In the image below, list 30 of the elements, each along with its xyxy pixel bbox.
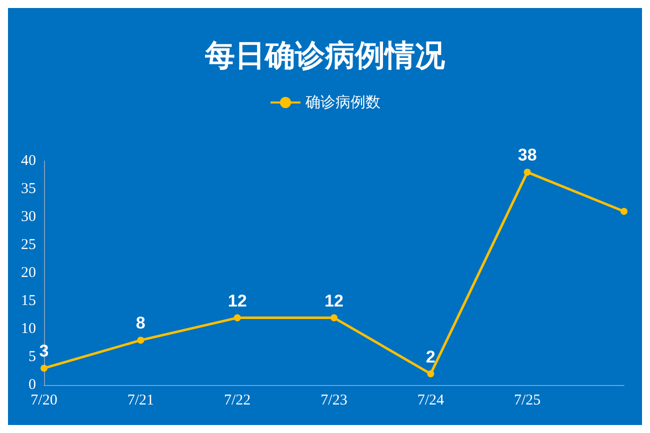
y-tick-label: 10: [21, 321, 36, 337]
point: [330, 314, 338, 322]
y-tick-label: 15: [21, 293, 36, 309]
legend-label: 确诊病例数: [304, 94, 380, 111]
x-tick-label: 7/20: [30, 392, 58, 408]
y-tick-label: 0: [28, 377, 36, 393]
point: [137, 336, 144, 344]
y-tick-label: 20: [21, 265, 36, 281]
data-label: 2: [426, 347, 436, 366]
x-tick-label: 7/25: [514, 392, 541, 408]
point: [620, 208, 628, 215]
y-tick-label: 35: [21, 181, 36, 197]
x-tick-label: 7/21: [127, 392, 154, 408]
y-tick-label: 30: [21, 209, 36, 225]
data-label: 12: [228, 291, 247, 310]
chart-title: 每日确诊病例情况: [204, 40, 446, 72]
data-label: 12: [324, 291, 344, 310]
y-tick-label: 25: [21, 237, 36, 253]
data-label: 8: [136, 314, 146, 333]
point: [234, 314, 241, 322]
y-tick-label: 40: [21, 153, 36, 169]
x-tick-label: 7/24: [417, 392, 444, 408]
data-label: 38: [518, 146, 537, 165]
point: [524, 168, 531, 176]
point: [40, 364, 48, 372]
y-tick-label: 5: [28, 349, 36, 365]
x-tick-label: 7/22: [224, 392, 251, 408]
x-tick-label: 7/23: [320, 392, 348, 408]
point: [427, 370, 434, 378]
data-label: 3: [39, 342, 49, 361]
